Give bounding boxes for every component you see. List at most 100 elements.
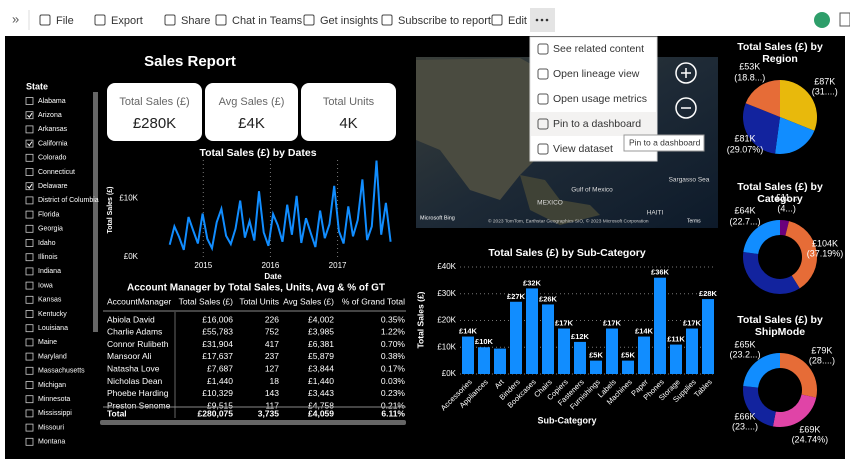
menu-item[interactable]: View dataset (553, 143, 613, 155)
table-cell: 143 (265, 388, 279, 398)
slicer-item[interactable]: Arizona (38, 112, 62, 119)
bar (478, 347, 490, 374)
table-cell: £6,381 (308, 339, 334, 349)
menu-item[interactable]: Pin to a dashboard (553, 118, 641, 130)
checkbox[interactable] (25, 196, 34, 205)
table-cell: Mansoor Ali (107, 351, 152, 361)
checkbox[interactable] (25, 324, 34, 333)
toolbar-item[interactable]: Share (181, 15, 210, 27)
refresh-icon[interactable] (814, 12, 830, 28)
toolbar-item[interactable]: Export (111, 15, 143, 27)
table-cell: 1.22% (381, 327, 406, 337)
slicer-item[interactable]: Florida (38, 211, 60, 218)
slicer-item[interactable]: Connecticut (38, 169, 75, 176)
checkbox[interactable] (25, 381, 34, 389)
slice (785, 221, 818, 289)
checkbox[interactable] (25, 338, 34, 347)
expand-icon[interactable]: » (12, 11, 19, 26)
slicer-item[interactable]: Delaware (38, 183, 68, 190)
slicer-item[interactable]: Idaho (38, 240, 56, 247)
toolbar-item[interactable]: Subscribe to report (398, 15, 491, 27)
slicer-item[interactable]: Louisiana (38, 325, 68, 332)
checkbox[interactable] (25, 210, 34, 219)
slicer-item[interactable]: Mississippi (38, 410, 72, 417)
toolbar-item[interactable]: Chat in Teams (232, 15, 303, 27)
zoom-out[interactable] (675, 97, 697, 119)
slicer-item[interactable]: Kentucky (38, 311, 67, 318)
slicer-item[interactable]: Alabama (38, 98, 66, 105)
table-cell: Charlie Adams (107, 327, 162, 337)
checkbox[interactable] (25, 281, 34, 290)
chart-title: Total Sales (£) by Region (737, 40, 823, 65)
value-label: £53K (18.8...) (734, 61, 766, 83)
card-value: £4K (238, 115, 265, 132)
slicer-item[interactable]: California (38, 140, 68, 147)
checkbox[interactable] (25, 253, 34, 262)
x-axis-label: Sub-Category (537, 415, 596, 425)
y-tick-label: £0K (442, 369, 457, 378)
toolbar-bg (0, 0, 850, 36)
checkbox[interactable] (25, 395, 34, 404)
checkbox[interactable] (25, 168, 34, 176)
slicer-item[interactable]: Maine (38, 339, 57, 346)
menu-item[interactable]: See related content (553, 43, 644, 55)
slicer-item[interactable]: Montana (38, 439, 65, 446)
zoom-in[interactable] (675, 62, 697, 84)
slicer-item[interactable]: Minnesota (38, 396, 70, 403)
slicer-item[interactable]: Iowa (38, 282, 53, 289)
checkbox[interactable] (25, 423, 34, 432)
table-header: Total Units (239, 296, 279, 306)
slicer-item[interactable]: Georgia (38, 226, 63, 233)
slicer-item[interactable]: Colorado (38, 155, 67, 162)
table-cell: £55,783 (202, 327, 233, 337)
bar (702, 299, 714, 374)
slicer-item[interactable]: Illinois (38, 254, 58, 261)
slicer-item[interactable]: Massachusetts (38, 368, 85, 375)
checkbox[interactable] (25, 224, 34, 233)
menu-icon (537, 93, 549, 105)
slice (780, 353, 817, 398)
card-title: Total Sales (£) (119, 96, 189, 108)
table-cell: 0.23% (381, 388, 406, 398)
table-total: Total (107, 408, 127, 418)
checkbox[interactable] (25, 139, 34, 148)
checkbox[interactable] (25, 125, 34, 134)
panel-icon[interactable] (839, 12, 850, 27)
checkbox[interactable] (25, 239, 34, 247)
bar (494, 348, 506, 374)
checkbox[interactable] (25, 352, 34, 361)
slicer-item[interactable]: Maryland (38, 353, 67, 360)
checkbox[interactable] (25, 409, 34, 418)
checkbox[interactable] (25, 295, 34, 304)
slicer-item[interactable]: Kansas (38, 297, 62, 304)
checkbox[interactable] (25, 437, 34, 446)
checkbox[interactable] (25, 267, 34, 276)
checkbox[interactable] (25, 97, 34, 105)
slicer-scrollbar[interactable] (93, 92, 98, 332)
slicer-item[interactable]: District of Columbia (38, 197, 99, 204)
table-cell: 0.38% (381, 351, 406, 361)
value-label: £11K (667, 335, 685, 344)
slice (743, 220, 780, 255)
table-total: 3,735 (258, 408, 280, 418)
slicer-item[interactable]: Indiana (38, 268, 61, 275)
menu-icon (537, 118, 549, 130)
menu-item[interactable]: Open lineage view (553, 68, 640, 80)
checkbox[interactable] (25, 366, 34, 375)
checkbox[interactable] (25, 182, 34, 191)
menu-item[interactable]: Open usage metrics (553, 93, 647, 105)
map-label: Sargasso Sea (669, 177, 710, 184)
slicer-item[interactable]: Missouri (38, 424, 65, 431)
table-scrollbar[interactable] (100, 420, 406, 425)
slicer-item[interactable]: Arkansas (38, 126, 68, 133)
y-tick-label: £20K (437, 316, 456, 325)
toolbar-item[interactable]: Get insights (320, 15, 379, 27)
slicer-item[interactable]: Michigan (38, 382, 66, 389)
checkbox[interactable] (25, 310, 34, 318)
checkbox[interactable] (25, 111, 34, 120)
toolbar-item[interactable]: File (56, 15, 74, 27)
toolbar-item[interactable]: Edit (508, 15, 527, 27)
checkbox[interactable] (25, 153, 34, 162)
